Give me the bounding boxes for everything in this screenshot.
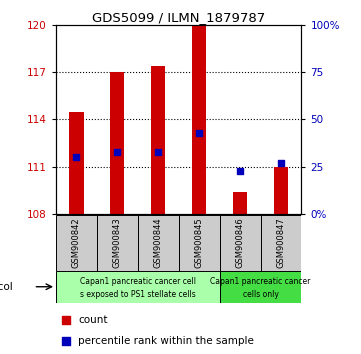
Text: Capan1 pancreatic cancer: Capan1 pancreatic cancer	[210, 278, 311, 286]
FancyBboxPatch shape	[219, 271, 301, 303]
Title: GDS5099 / ILMN_1879787: GDS5099 / ILMN_1879787	[92, 11, 265, 24]
Bar	[151, 66, 165, 214]
Text: GSM900844: GSM900844	[154, 217, 163, 268]
FancyBboxPatch shape	[97, 215, 138, 271]
Text: GSM900842: GSM900842	[72, 217, 81, 268]
Point	[63, 338, 69, 344]
Bar	[233, 192, 247, 214]
Point	[74, 155, 79, 160]
FancyBboxPatch shape	[219, 215, 261, 271]
Text: count: count	[78, 315, 108, 325]
Text: GSM900845: GSM900845	[195, 217, 204, 268]
Text: GSM900847: GSM900847	[277, 217, 286, 268]
Text: GSM900843: GSM900843	[113, 217, 122, 268]
Point	[155, 149, 161, 154]
FancyBboxPatch shape	[261, 215, 301, 271]
Point	[114, 149, 120, 154]
Text: cells only: cells only	[243, 290, 278, 299]
Point	[237, 168, 243, 173]
FancyBboxPatch shape	[179, 215, 219, 271]
Bar	[69, 112, 83, 214]
Bar	[110, 72, 125, 214]
Text: Capan1 pancreatic cancer cell: Capan1 pancreatic cancer cell	[80, 278, 196, 286]
Text: GSM900846: GSM900846	[236, 217, 244, 268]
Point	[196, 130, 202, 136]
Point	[278, 160, 284, 166]
FancyBboxPatch shape	[56, 215, 97, 271]
Bar	[274, 167, 288, 214]
FancyBboxPatch shape	[56, 271, 219, 303]
Point	[63, 317, 69, 323]
Text: percentile rank within the sample: percentile rank within the sample	[78, 336, 254, 346]
Bar	[192, 25, 206, 214]
Text: s exposed to PS1 stellate cells: s exposed to PS1 stellate cells	[80, 290, 196, 299]
Text: protocol: protocol	[0, 282, 13, 292]
FancyBboxPatch shape	[138, 215, 179, 271]
